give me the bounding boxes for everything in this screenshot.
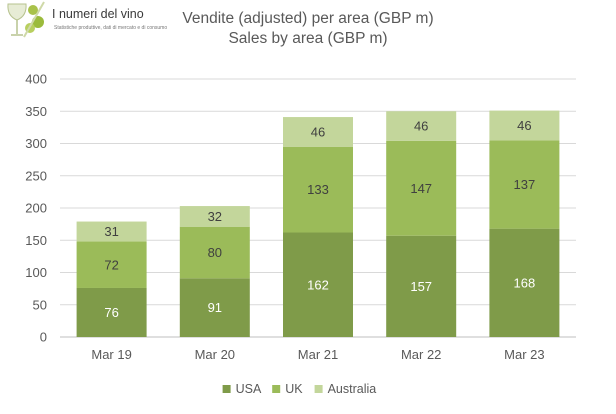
y-tick-label: 350 xyxy=(25,104,47,119)
x-tick-label: Mar 19 xyxy=(91,347,131,362)
data-label: 157 xyxy=(410,279,432,294)
data-label: 168 xyxy=(514,275,536,290)
y-tick-label: 400 xyxy=(25,72,47,87)
data-label: 72 xyxy=(104,257,118,272)
x-tick-label: Mar 20 xyxy=(195,347,235,362)
bar-segment xyxy=(179,226,250,279)
chart-title: Vendite (adjusted) per area (GBP m) xyxy=(182,10,434,27)
bar-segment xyxy=(283,146,353,233)
legend-label: USA xyxy=(236,382,262,396)
bar-segment xyxy=(76,221,147,242)
data-label: 147 xyxy=(410,181,432,196)
data-label: 91 xyxy=(208,300,222,315)
legend-swatch xyxy=(314,385,323,393)
bar-segment xyxy=(489,228,560,337)
bar-segment xyxy=(283,232,353,337)
y-tick-label: 150 xyxy=(25,233,47,248)
legend-label: UK xyxy=(285,382,303,396)
legend-label: Australia xyxy=(328,382,377,396)
y-tick-label: 250 xyxy=(25,168,47,183)
x-tick-label: Mar 21 xyxy=(298,347,338,362)
y-tick-label: 200 xyxy=(25,201,47,216)
data-label: 46 xyxy=(311,124,325,139)
wine-glass-grapes-icon xyxy=(7,1,45,38)
bar-segment xyxy=(179,278,250,337)
bar-segment xyxy=(489,140,560,229)
data-label: 32 xyxy=(208,209,222,224)
bar-segment xyxy=(386,140,457,236)
bar-segment xyxy=(179,206,250,227)
data-label: 133 xyxy=(307,182,329,197)
logo-tagline: Statistiche produttive, dati di mercato … xyxy=(54,25,168,31)
bar-segment xyxy=(76,241,147,288)
legend-swatch xyxy=(222,385,231,393)
logo-name: I numeri del vino xyxy=(52,7,144,21)
x-tick-label: Mar 22 xyxy=(401,347,441,362)
legend-swatch xyxy=(272,385,281,393)
x-tick-label: Mar 23 xyxy=(504,347,544,362)
y-tick-label: 300 xyxy=(25,136,47,151)
data-label: 80 xyxy=(208,245,222,260)
data-label: 46 xyxy=(414,119,428,134)
y-tick-label: 50 xyxy=(33,297,47,312)
data-label: 137 xyxy=(514,177,536,192)
bar-segment xyxy=(76,287,147,337)
chart-subtitle: Sales by area (GBP m) xyxy=(228,30,388,47)
data-label: 46 xyxy=(517,118,531,133)
data-label: 31 xyxy=(104,224,118,239)
y-tick-label: 0 xyxy=(40,330,47,345)
bar-segment xyxy=(386,235,457,337)
bar-segment xyxy=(386,111,457,141)
bar-segment xyxy=(283,117,353,147)
data-label: 76 xyxy=(104,305,118,320)
bar-segment xyxy=(489,110,560,141)
y-tick-label: 100 xyxy=(25,265,47,280)
data-label: 162 xyxy=(307,277,329,292)
logo: I numeri del vino Statistiche produttive… xyxy=(0,0,167,40)
